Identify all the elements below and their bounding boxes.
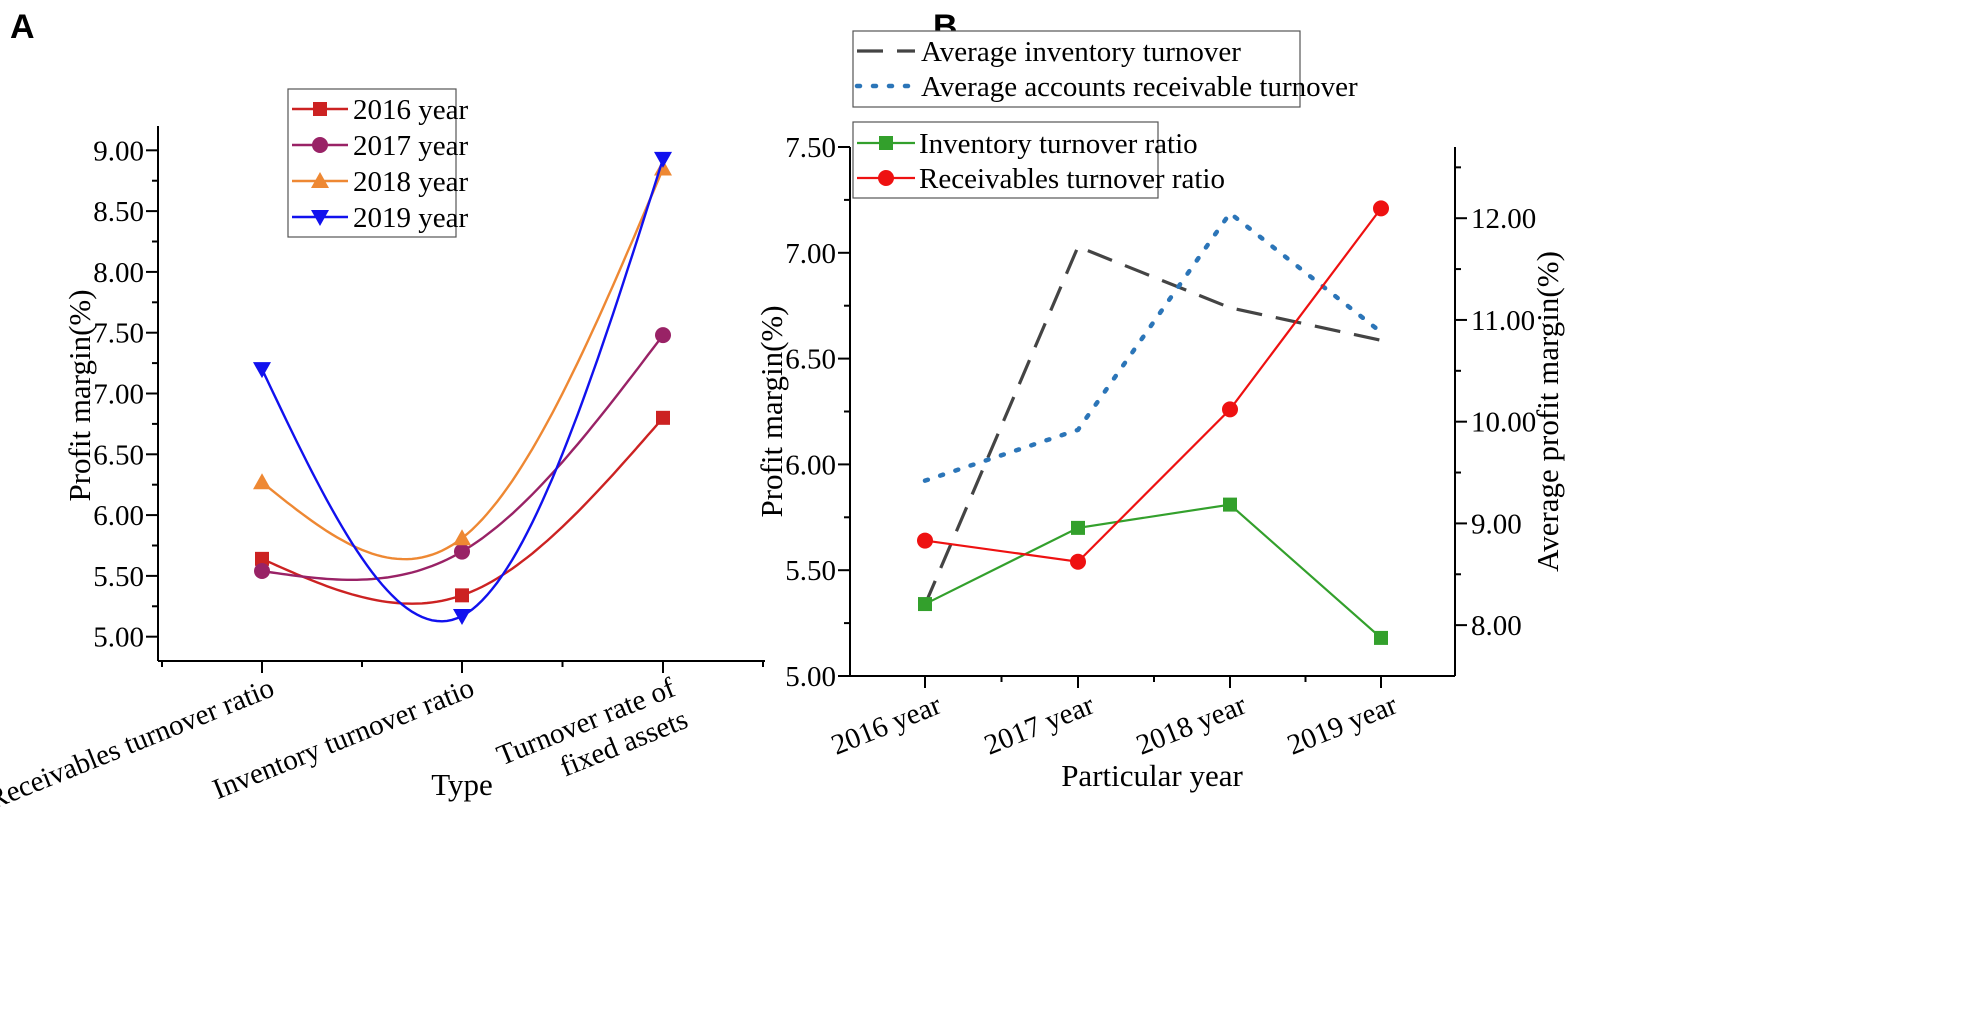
b-y2-axis-title: Average profit margin(%) [1530, 251, 1565, 572]
a-data-point-2019-year [654, 151, 672, 168]
b-y2-tick-label: 11.00 [1471, 305, 1535, 337]
a-data-point-2019-year [253, 362, 271, 379]
a-legend-label: 2016 year [353, 94, 468, 126]
b-y-tick-label: 7.00 [785, 238, 836, 270]
b-legend-right [852, 30, 1301, 108]
a-legend-marker [313, 102, 327, 116]
a-y-tick-label: 5.50 [93, 561, 144, 593]
a-y-tick-label: 8.00 [93, 257, 144, 289]
b-legend-label: Average accounts receivable turnover [921, 71, 1358, 103]
a-y-axis-title: Profit margin(%) [62, 289, 97, 501]
a-x-tick-label: Turnover rate offixed assets [492, 672, 692, 804]
a-data-point-2018-year [453, 529, 471, 546]
a-data-point-2017-year [254, 563, 270, 580]
b-legend-marker [879, 136, 893, 150]
b-data-point-inventory-turnover-ratio [1223, 497, 1237, 512]
b-x-tick-label: 2017 year [980, 689, 1099, 762]
a-data-point-2019-year [453, 609, 471, 626]
a-data-point-2016-year [656, 410, 670, 425]
b-data-point-receivables-turnover-ratio [917, 532, 933, 549]
b-x-tick-label: 2019 year [1283, 689, 1402, 762]
a-y-tick-label: 5.00 [93, 622, 144, 654]
a-y-tick-label: 8.50 [93, 196, 144, 228]
a-legend-marker [311, 172, 329, 188]
a-legend-label: 2018 year [353, 166, 468, 198]
b-data-point-inventory-turnover-ratio [1374, 630, 1388, 645]
b-y2-tick-label: 9.00 [1471, 508, 1522, 540]
b-data-point-receivables-turnover-ratio [1373, 200, 1389, 217]
a-data-point-2017-year [454, 543, 470, 560]
b-y2-tick-label: 8.00 [1471, 610, 1522, 642]
b-y-tick-label: 5.00 [785, 661, 836, 693]
b-y2-tick-label: 12.00 [1471, 203, 1536, 235]
a-y-tick-label: 7.50 [93, 318, 144, 350]
a-y-tick-label: 9.00 [93, 135, 144, 167]
a-legend-label: 2019 year [353, 202, 468, 234]
b-y-tick-label: 7.50 [785, 132, 836, 164]
b-series-line-receivables-turnover-ratio [924, 207, 1382, 563]
panel-b-chart: 5.00 5.50 6.00 6.50 7.00 7.50 8.00 9.00 10.00 11.… [754, 30, 1565, 793]
b-x-axis-title: Particular year [1061, 758, 1243, 793]
b-legend-label: Receivables turnover ratio [919, 163, 1225, 195]
a-legend-marker [312, 137, 328, 153]
a-x-axis-title: Type [431, 767, 493, 802]
a-y-tick-label: 6.50 [93, 439, 144, 471]
a-y-tick-label: 7.00 [93, 379, 144, 411]
a-y-tick-label: 6.00 [93, 500, 144, 532]
b-legend-label: Inventory turnover ratio [919, 128, 1198, 160]
b-y-axis-title: Profit margin(%) [754, 305, 789, 517]
b-data-point-inventory-turnover-ratio [1071, 520, 1085, 535]
b-legend-left [852, 121, 1159, 199]
a-data-point-2017-year [655, 327, 671, 344]
b-data-point-receivables-turnover-ratio [1222, 401, 1238, 418]
b-legend-marker [878, 170, 894, 186]
a-data-point-2016-year [255, 551, 269, 566]
b-data-point-inventory-turnover-ratio [918, 597, 932, 612]
b-data-point-receivables-turnover-ratio [1070, 553, 1086, 570]
a-data-point-2018-year [253, 473, 271, 490]
a-data-point-2016-year [455, 588, 469, 603]
panel-a-letter: A [10, 8, 35, 46]
b-series-line-inventory-turnover-ratio [924, 503, 1382, 639]
b-y-tick-label: 6.50 [785, 344, 836, 376]
b-x-tick-label: 2016 year [827, 689, 946, 762]
b-y-tick-label: 5.50 [785, 555, 836, 587]
b-x-tick-label: 2018 year [1132, 689, 1251, 762]
a-legend-label: 2017 year [353, 130, 468, 162]
a-series-line-2016-year [261, 417, 664, 605]
b-series-line-average-accounts-receivable-turnover [922, 209, 1384, 483]
b-y-tick-label: 6.00 [785, 449, 836, 481]
b-legend-label: Average inventory turnover [921, 36, 1241, 68]
a-legend-marker [311, 210, 329, 226]
b-y2-tick-label: 10.00 [1471, 407, 1536, 439]
panel-a-chart: 5.005.506.006.507.007.508.008.509.00Rece… [0, 88, 765, 816]
